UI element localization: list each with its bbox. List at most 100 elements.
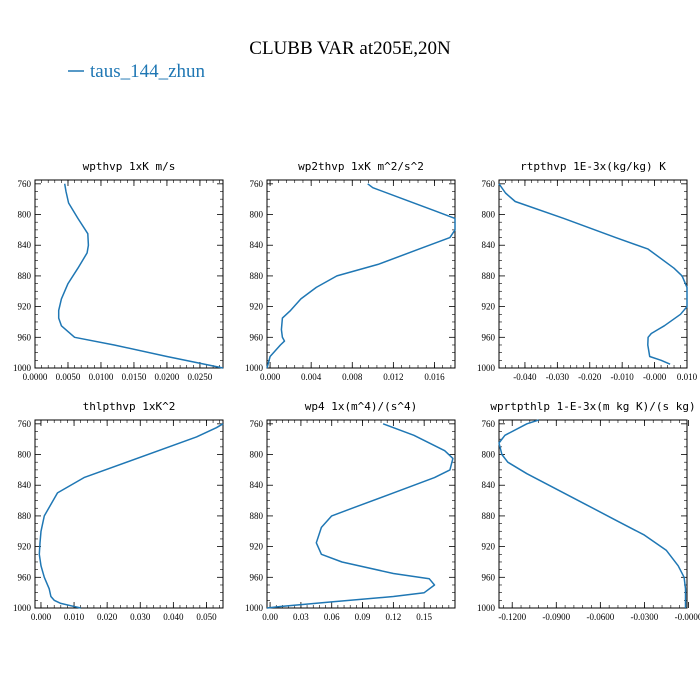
y-tick-label: 840 (482, 240, 496, 250)
y-tick-label: 1000 (13, 603, 32, 613)
x-tick-label: 0.012 (383, 372, 403, 382)
x-tick-label: 0.0200 (155, 372, 180, 382)
series-line-taus_144_zhun (266, 423, 454, 609)
panel-title: wprtpthlp 1-E-3x(m kg K)/(s kg) (490, 400, 695, 413)
y-tick-label: 1000 (245, 603, 264, 613)
x-tick-label: -0.030 (546, 372, 570, 382)
series-line-taus_144_zhun (57, 183, 224, 369)
y-tick-label: 960 (482, 572, 496, 582)
y-tick-label: 1000 (245, 363, 264, 373)
panel-title: wp2thvp 1xK m^2/s^2 (298, 160, 424, 173)
plot-frame (498, 179, 688, 369)
x-tick-label: -0.020 (578, 372, 602, 382)
x-tick-label: 0.000 (31, 612, 52, 622)
y-tick-label: 800 (18, 450, 32, 460)
y-tick-label: 880 (250, 511, 264, 521)
y-tick-label: 840 (18, 240, 32, 250)
x-tick-label: 0.010 (64, 612, 85, 622)
x-tick-label: 0.15 (416, 612, 432, 622)
series-line-taus_144_zhun (38, 423, 224, 609)
x-tick-label: -0.1200 (498, 612, 526, 622)
y-tick-label: 880 (18, 271, 32, 281)
y-tick-label: 1000 (477, 603, 496, 613)
y-tick-label: 800 (250, 450, 264, 460)
y-tick-label: 760 (18, 419, 32, 429)
figure-legend: taus_144_zhun (68, 61, 206, 82)
x-tick-label: 0.0150 (122, 372, 147, 382)
x-tick-label: 0.0050 (56, 372, 81, 382)
figure-title: CLUBB VAR at205E,20N (249, 38, 451, 59)
chart-panel-2: wp2thvp 1xK m^2/s^2 0.000 0.004 0.008 0.012 0… (245, 160, 456, 382)
x-tick-label: 0.000 (260, 372, 281, 382)
x-tick-label: 0.040 (163, 612, 184, 622)
x-tick-label: 0.004 (301, 372, 322, 382)
x-tick-label: 0.00 (262, 612, 278, 622)
y-tick-label: 920 (18, 542, 32, 552)
y-tick-label: 760 (482, 419, 496, 429)
x-tick-label: 0.06 (324, 612, 340, 622)
y-tick-label: 880 (482, 271, 496, 281)
x-tick-label: 0.09 (355, 612, 371, 622)
x-tick-label: -0.0600 (586, 612, 614, 622)
chart-panel-6: wprtpthlp 1-E-3x(m kg K)/(s kg) -0.1200 -0… (477, 400, 700, 622)
x-tick-label: 0.03 (293, 612, 309, 622)
y-tick-label: 1000 (13, 363, 32, 373)
series-line-taus_144_zhun (266, 183, 456, 369)
x-tick-label: 0.010 (677, 372, 698, 382)
x-tick-label: -0.0300 (631, 612, 659, 622)
plot-frame (498, 419, 688, 609)
y-tick-label: 960 (18, 332, 32, 342)
y-tick-label: 760 (482, 179, 496, 189)
y-tick-label: 840 (18, 480, 32, 490)
y-tick-label: 960 (250, 572, 264, 582)
y-tick-label: 920 (482, 302, 496, 312)
chart-panel-4: thlpthvp 1xK^2 0.000 0.010 0.020 0.030 0.040 0… (13, 400, 224, 622)
chart-panel-3: rtpthvp 1E-3x(kg/kg) K -0.040 -0.030 -0.020… (477, 160, 698, 382)
y-tick-label: 960 (18, 572, 32, 582)
x-tick-label: 0.016 (424, 372, 445, 382)
y-tick-label: 800 (250, 210, 264, 220)
x-tick-label: -0.0900 (542, 612, 570, 622)
plot-frame (266, 419, 456, 609)
chart-panels: wpthvp 1xK m/s 0.0000 0.0050 0.0100 0.0150 0.… (13, 160, 700, 622)
y-tick-label: 880 (18, 511, 32, 521)
x-tick-label: -0.0000 (675, 612, 700, 622)
panel-title: rtpthvp 1E-3x(kg/kg) K (520, 160, 666, 173)
y-tick-label: 800 (482, 210, 496, 220)
x-tick-label: 0.0000 (23, 372, 48, 382)
y-tick-label: 880 (482, 511, 496, 521)
y-tick-label: 960 (482, 332, 496, 342)
y-tick-label: 840 (250, 240, 264, 250)
x-tick-label: 0.0250 (188, 372, 213, 382)
y-tick-label: 880 (250, 271, 264, 281)
y-tick-label: 800 (482, 450, 496, 460)
y-tick-label: 760 (18, 179, 32, 189)
y-tick-label: 920 (18, 302, 32, 312)
y-tick-label: 920 (482, 542, 496, 552)
series-line-taus_144_zhun (498, 183, 688, 365)
y-tick-label: 840 (482, 480, 496, 490)
chart-panel-1: wpthvp 1xK m/s 0.0000 0.0050 0.0100 0.0150 0.… (13, 160, 224, 382)
y-tick-label: 760 (250, 179, 264, 189)
series-line-taus_144_zhun (498, 419, 687, 608)
y-tick-label: 960 (250, 332, 264, 342)
y-tick-label: 840 (250, 480, 264, 490)
plot-frame (34, 179, 224, 369)
x-tick-label: 0.12 (385, 612, 401, 622)
y-tick-label: 920 (250, 302, 264, 312)
x-tick-label: -0.010 (611, 372, 635, 382)
x-tick-label: -0.040 (513, 372, 537, 382)
y-tick-label: 760 (250, 419, 264, 429)
chart-panel-5: wp4 1x(m^4)/(s^4) 0.00 0.03 0.06 0.09 0.12 0.1… (245, 400, 456, 622)
x-tick-label: 0.008 (342, 372, 363, 382)
x-tick-label: 0.0100 (89, 372, 114, 382)
x-tick-label: 0.030 (130, 612, 151, 622)
legend-label: taus_144_zhun (90, 61, 206, 82)
panel-title: thlpthvp 1xK^2 (83, 400, 176, 413)
plot-frame (34, 419, 224, 609)
x-tick-label: -0.000 (643, 372, 667, 382)
panel-title: wpthvp 1xK m/s (83, 160, 176, 173)
plot-frame (266, 179, 456, 369)
y-tick-label: 800 (18, 210, 32, 220)
